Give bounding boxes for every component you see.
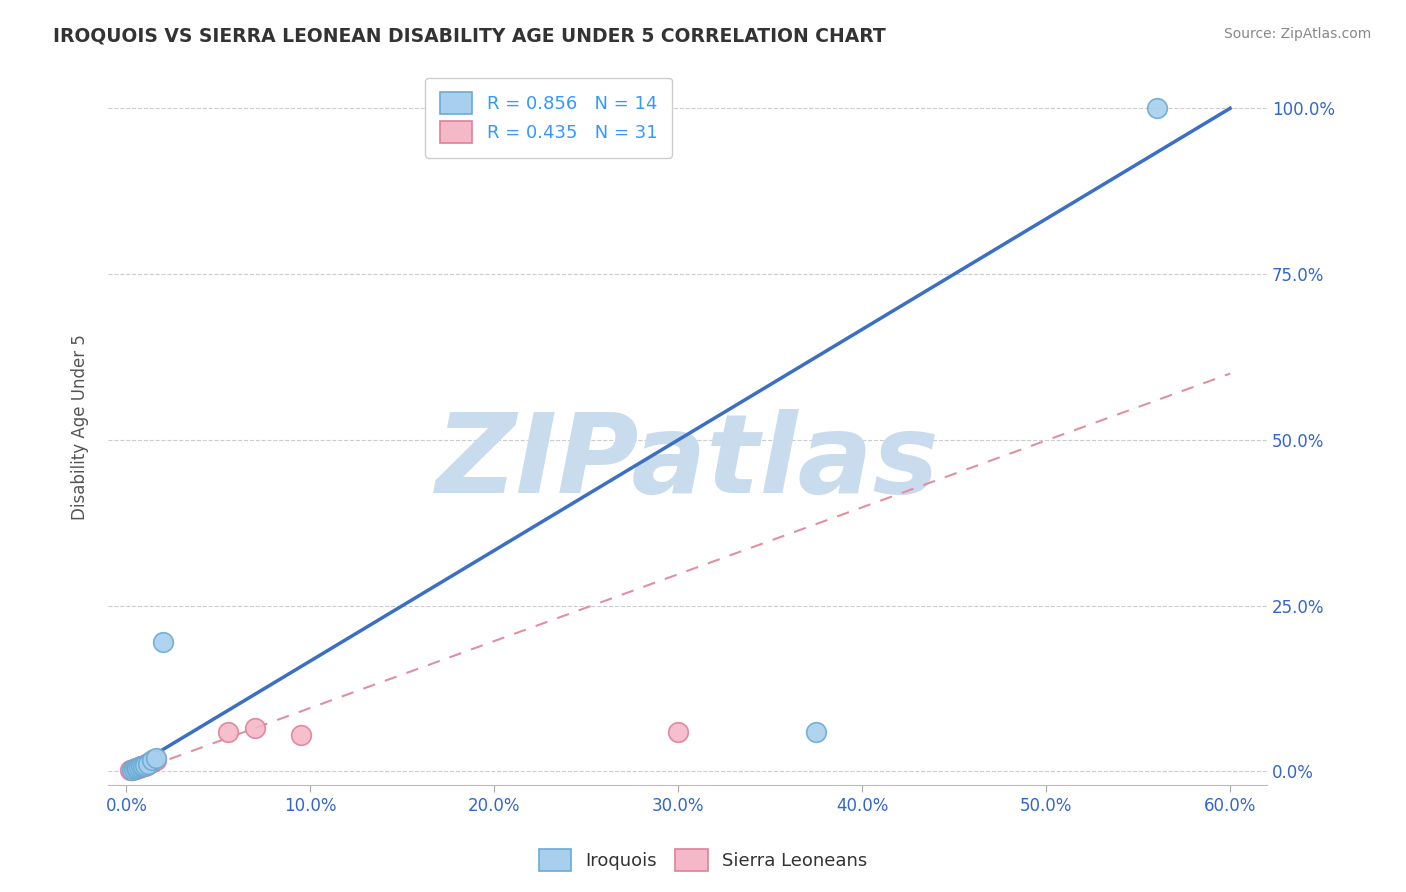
- Point: [121, 763, 143, 777]
- Point: [138, 756, 160, 770]
- Text: ZIPatlas: ZIPatlas: [436, 409, 939, 516]
- Legend: R = 0.856   N = 14, R = 0.435   N = 31: R = 0.856 N = 14, R = 0.435 N = 31: [425, 78, 672, 158]
- Point: [128, 760, 150, 774]
- Point: [290, 728, 312, 742]
- Point: [152, 635, 174, 649]
- Point: [143, 754, 166, 768]
- Point: [120, 763, 142, 777]
- Point: [141, 755, 163, 769]
- Point: [122, 762, 145, 776]
- Point: [134, 757, 156, 772]
- Point: [127, 760, 149, 774]
- Point: [128, 760, 150, 774]
- Point: [806, 724, 828, 739]
- Point: [135, 756, 157, 771]
- Point: [134, 757, 156, 772]
- Point: [124, 761, 146, 775]
- Point: [124, 761, 146, 775]
- Point: [139, 756, 162, 770]
- Point: [129, 759, 152, 773]
- Point: [1146, 101, 1168, 115]
- Point: [124, 762, 146, 776]
- Point: [138, 756, 160, 771]
- Point: [132, 759, 155, 773]
- Y-axis label: Disability Age Under 5: Disability Age Under 5: [72, 334, 89, 519]
- Point: [141, 753, 163, 767]
- Point: [135, 757, 157, 772]
- Point: [139, 755, 162, 769]
- Text: Source: ZipAtlas.com: Source: ZipAtlas.com: [1223, 27, 1371, 41]
- Point: [134, 758, 156, 772]
- Point: [134, 757, 156, 772]
- Point: [243, 722, 266, 736]
- Point: [145, 753, 167, 767]
- Point: [129, 759, 152, 773]
- Point: [127, 760, 149, 774]
- Point: [128, 760, 150, 774]
- Point: [132, 758, 155, 772]
- Point: [129, 760, 152, 774]
- Text: IROQUOIS VS SIERRA LEONEAN DISABILITY AGE UNDER 5 CORRELATION CHART: IROQUOIS VS SIERRA LEONEAN DISABILITY AG…: [53, 27, 886, 45]
- Point: [127, 761, 149, 775]
- Point: [138, 756, 160, 771]
- Legend: Iroquois, Sierra Leoneans: Iroquois, Sierra Leoneans: [531, 842, 875, 879]
- Point: [666, 724, 689, 739]
- Point: [121, 763, 143, 777]
- Point: [132, 758, 155, 772]
- Point: [122, 762, 145, 776]
- Point: [135, 757, 157, 772]
- Point: [217, 724, 239, 739]
- Point: [138, 756, 160, 771]
- Point: [145, 751, 167, 765]
